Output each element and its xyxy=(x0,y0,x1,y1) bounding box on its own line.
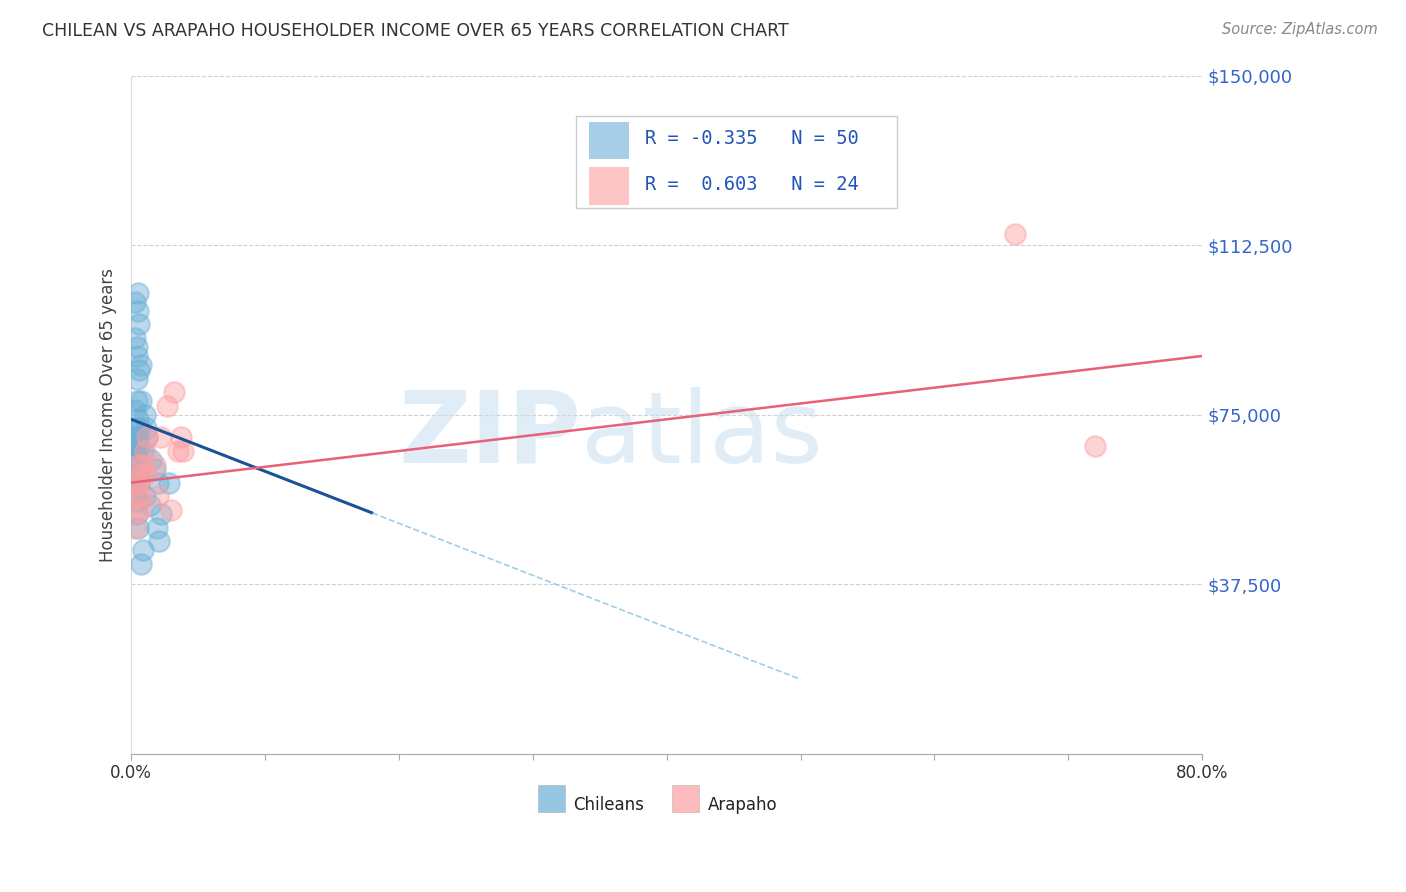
Point xyxy=(129,358,152,372)
Text: atlas: atlas xyxy=(581,386,823,483)
Point xyxy=(128,421,150,435)
Point xyxy=(170,430,193,444)
Text: ZIP: ZIP xyxy=(398,386,581,483)
Point xyxy=(124,294,146,309)
Point xyxy=(127,412,149,426)
Bar xyxy=(538,785,565,812)
Point xyxy=(125,394,148,409)
Point xyxy=(127,458,149,472)
Text: R =  0.603   N = 24: R = 0.603 N = 24 xyxy=(645,175,859,194)
Point xyxy=(172,444,194,458)
Point xyxy=(124,440,146,454)
Point xyxy=(167,444,190,458)
Point xyxy=(141,453,163,467)
Point xyxy=(146,475,169,490)
Point xyxy=(149,430,172,444)
Y-axis label: Householder Income Over 65 years: Householder Income Over 65 years xyxy=(100,268,117,562)
Point xyxy=(127,521,149,535)
Point xyxy=(135,421,157,435)
Point xyxy=(128,318,150,332)
Point xyxy=(128,475,150,490)
Point xyxy=(148,534,170,549)
Text: CHILEAN VS ARAPAHO HOUSEHOLDER INCOME OVER 65 YEARS CORRELATION CHART: CHILEAN VS ARAPAHO HOUSEHOLDER INCOME OV… xyxy=(42,22,789,40)
Point xyxy=(124,475,146,490)
Point xyxy=(156,399,179,413)
Point xyxy=(132,458,155,472)
Point xyxy=(129,502,152,516)
Point xyxy=(124,521,146,535)
Point xyxy=(135,467,157,481)
Point xyxy=(129,467,152,481)
Point xyxy=(163,385,186,400)
Point xyxy=(125,371,148,385)
Point xyxy=(128,440,150,454)
Point xyxy=(143,462,166,476)
Point xyxy=(128,362,150,376)
Point xyxy=(125,493,148,508)
Point xyxy=(128,475,150,490)
Point xyxy=(125,475,148,490)
Text: Arapaho: Arapaho xyxy=(707,796,778,814)
Point xyxy=(132,543,155,558)
Point xyxy=(125,462,148,476)
Point xyxy=(125,467,148,481)
Point xyxy=(139,498,162,512)
Point xyxy=(146,489,169,503)
Point xyxy=(127,285,149,300)
Point xyxy=(136,430,159,444)
Point xyxy=(127,489,149,503)
Point xyxy=(125,421,148,435)
Point xyxy=(125,467,148,481)
Bar xyxy=(589,121,630,159)
Point xyxy=(125,508,148,522)
Point xyxy=(145,521,167,535)
Bar xyxy=(672,785,699,812)
Point xyxy=(149,508,172,522)
Point xyxy=(134,408,156,422)
Point xyxy=(129,394,152,409)
Point xyxy=(125,349,148,363)
Point xyxy=(1084,440,1107,454)
Point xyxy=(124,403,146,417)
Point xyxy=(125,340,148,354)
Point xyxy=(128,489,150,503)
Point xyxy=(132,444,155,458)
Text: Chileans: Chileans xyxy=(574,796,644,814)
Point xyxy=(143,458,166,472)
Point xyxy=(134,444,156,458)
Point xyxy=(124,440,146,454)
Text: Source: ZipAtlas.com: Source: ZipAtlas.com xyxy=(1222,22,1378,37)
Point xyxy=(125,502,148,516)
Text: R = -0.335   N = 50: R = -0.335 N = 50 xyxy=(645,129,859,148)
Point xyxy=(157,475,180,490)
Point xyxy=(160,502,183,516)
Point xyxy=(134,489,156,503)
Point xyxy=(124,444,146,458)
Point xyxy=(125,453,148,467)
FancyBboxPatch shape xyxy=(575,116,897,208)
Point xyxy=(124,331,146,345)
Point xyxy=(127,303,149,318)
Point xyxy=(136,430,159,444)
Point xyxy=(127,467,149,481)
Point xyxy=(124,430,146,444)
Point xyxy=(129,557,152,571)
Point xyxy=(127,430,149,444)
Point xyxy=(1004,227,1026,241)
Point xyxy=(125,453,148,467)
Point xyxy=(124,484,146,499)
Point xyxy=(124,430,146,444)
Bar xyxy=(589,168,630,204)
